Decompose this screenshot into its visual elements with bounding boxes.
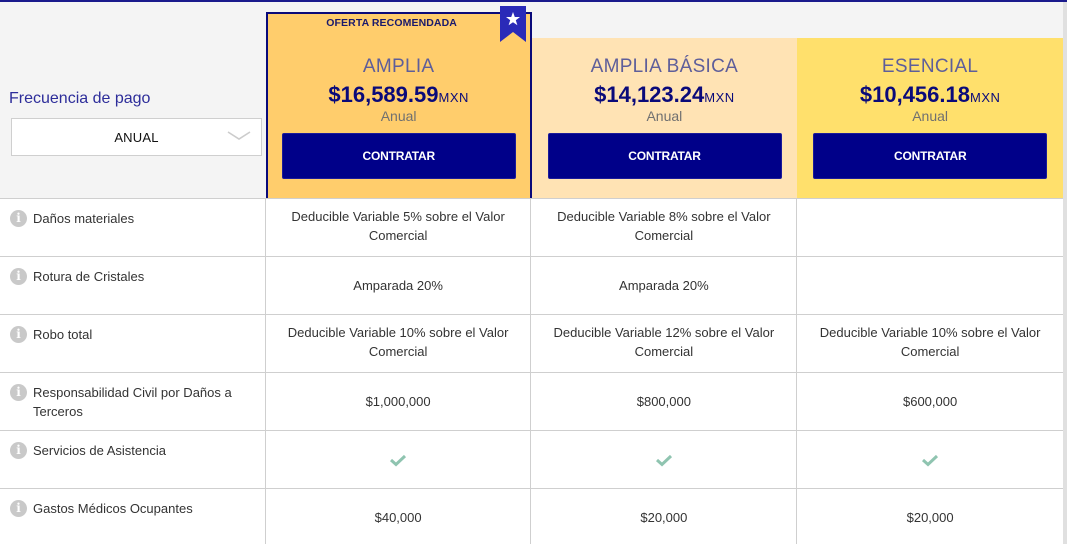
info-icon[interactable]: i (10, 268, 27, 285)
coverage-value-amplia-basica: Deducible Variable 8% sobre el Valor Com… (531, 199, 798, 256)
plan-card-amplia: OFERTA RECOMENDADA AMPLIA $16,589.59MXN … (265, 2, 532, 198)
plan-name: AMPLIA BÁSICA (590, 56, 739, 77)
coverage-value-esencial (797, 431, 1063, 488)
coverage-name-cell: i Rotura de Cristales (0, 257, 266, 314)
coverage-value-esencial: $600,000 (902, 394, 958, 409)
coverage-value-amplia: $1,000,000 (266, 373, 532, 430)
plan-card-amplia-basica: AMPLIA BÁSICA $14,123.24MXN Anual CONTRA… (531, 2, 798, 198)
coverage-value-amplia-basica: $20,000 (531, 489, 798, 544)
payment-frequency-section: Frecuencia de pago ANUAL (0, 2, 266, 198)
plan-price: $10,456.18MXN (797, 82, 1063, 108)
price-amount: $16,589.59 (328, 82, 439, 107)
coverage-name: Responsabilidad Civil por Daños a Tercer… (33, 385, 232, 419)
coverage-row-rotura-cristales: i Rotura de Cristales Amparada 20% Ampar… (0, 257, 1063, 315)
coverage-name: Servicios de Asistencia (33, 443, 166, 458)
coverage-value-amplia-basica (531, 431, 798, 488)
info-icon[interactable]: i (10, 500, 27, 517)
coverage-value-amplia: Deducible Variable 5% sobre el Valor Com… (266, 199, 532, 256)
coverage-name-cell: i Servicios de Asistencia (0, 431, 266, 488)
coverage-row-robo-total: i Robo total Deducible Variable 10% sobr… (0, 315, 1063, 373)
plan-period: Anual (646, 108, 683, 124)
contratar-button-amplia-basica[interactable]: CONTRATAR (547, 133, 782, 179)
coverage-row-servicios-asistencia: i Servicios de Asistencia (0, 431, 1063, 489)
plan-price: $16,589.59MXN (266, 82, 532, 108)
coverage-row-responsabilidad-civil: i Responsabilidad Civil por Daños a Terc… (0, 373, 1063, 431)
price-currency: MXN (438, 90, 469, 105)
coverage-value-esencial: $20,000 (906, 510, 954, 525)
coverage-value-amplia: Deducible Variable 10% sobre el Valor Co… (266, 315, 532, 372)
price-amount: $10,456.18 (859, 82, 970, 107)
coverage-name-cell: i Daños materiales (0, 199, 266, 256)
payment-frequency-label: Frecuencia de pago (9, 90, 151, 107)
check-icon (655, 454, 672, 467)
contratar-button-amplia[interactable]: CONTRATAR (281, 133, 516, 179)
info-icon[interactable]: i (10, 384, 27, 401)
plan-name: ESENCIAL (881, 56, 979, 77)
info-icon[interactable]: i (10, 326, 27, 343)
coverage-name: Robo total (33, 327, 93, 342)
coverage-value-amplia-basica: Deducible Variable 12% sobre el Valor Co… (531, 315, 798, 372)
coverage-name: Rotura de Cristales (33, 269, 145, 284)
info-icon[interactable]: i (10, 210, 27, 227)
info-icon[interactable]: i (10, 442, 27, 459)
coverage-name: Daños materiales (33, 211, 135, 226)
coverage-row-danos-materiales: i Daños materiales Deducible Variable 5%… (0, 199, 1063, 257)
contratar-button-esencial[interactable]: CONTRATAR (813, 133, 1048, 179)
coverage-value-amplia: $40,000 (266, 489, 532, 544)
coverage-value-esencial (797, 199, 1063, 256)
recommended-offer-tag: OFERTA RECOMENDADA (326, 17, 457, 29)
top-accent-line (0, 0, 1067, 2)
coverage-name-cell: i Responsabilidad Civil por Daños a Terc… (0, 373, 266, 430)
plan-period: Anual (380, 108, 417, 124)
coverage-name: Gastos Médicos Ocupantes (33, 501, 193, 516)
coverage-value-esencial (797, 257, 1063, 314)
chevron-down-icon (227, 131, 251, 140)
plans-header: Frecuencia de pago ANUAL OFERTA RECOMEND… (0, 2, 1063, 199)
coverage-name-cell: i Robo total (0, 315, 266, 372)
coverage-value-esencial: Deducible Variable 10% sobre el Valor Co… (819, 325, 1041, 359)
price-currency: MXN (969, 90, 1001, 105)
payment-frequency-value: ANUAL (114, 129, 159, 145)
plan-name: AMPLIA (362, 56, 435, 77)
plan-period: Anual (912, 108, 949, 124)
payment-frequency-select[interactable]: ANUAL (11, 118, 262, 156)
plan-price: $14,123.24MXN (532, 82, 798, 108)
plan-card-esencial: ESENCIAL $10,456.18MXN Anual CONTRATAR (797, 2, 1063, 198)
check-icon (922, 454, 939, 467)
price-currency: MXN (704, 90, 735, 105)
coverage-value-amplia-basica: $800,000 (531, 373, 798, 430)
coverage-row-gastos-medicos: i Gastos Médicos Ocupantes $40,000 $20,0… (0, 489, 1063, 544)
coverage-value-amplia: Amparada 20% (266, 257, 532, 314)
price-amount: $14,123.24 (594, 82, 705, 107)
vertical-scrollbar[interactable] (1063, 2, 1067, 544)
coverage-name-cell: i Gastos Médicos Ocupantes (0, 489, 266, 544)
check-icon (390, 454, 407, 467)
star-bookmark-icon (499, 6, 526, 42)
coverage-value-amplia (266, 431, 532, 488)
coverage-value-amplia-basica: Amparada 20% (531, 257, 798, 314)
